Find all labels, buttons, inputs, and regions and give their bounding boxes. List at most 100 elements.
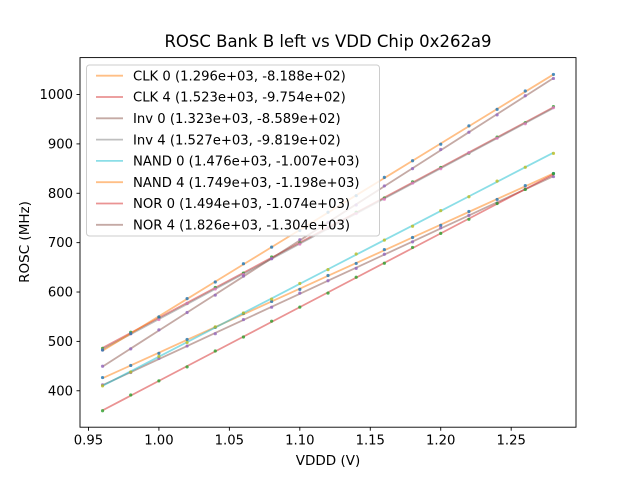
data-point <box>495 201 499 206</box>
data-point <box>439 142 443 146</box>
data-point <box>439 231 443 235</box>
data-point <box>495 197 499 202</box>
x-tick-label: 1.10 <box>285 434 314 449</box>
data-point <box>157 354 161 358</box>
data-point <box>467 130 471 134</box>
data-point <box>551 151 556 155</box>
data-point <box>298 242 302 246</box>
data-point <box>213 349 217 353</box>
data-point <box>213 293 217 297</box>
data-point <box>410 224 415 228</box>
data-point <box>410 235 415 240</box>
legend-label: CLK 0 (1.296e+03, -8.188e+02) <box>133 69 346 84</box>
data-point <box>270 299 274 304</box>
data-point <box>523 89 527 93</box>
y-axis-label: ROSC (MHz) <box>17 201 33 283</box>
data-point <box>410 159 415 163</box>
data-point <box>326 268 330 272</box>
x-tick-label: 0.95 <box>74 434 103 449</box>
data-point <box>467 195 471 199</box>
data-point <box>129 370 133 374</box>
data-point <box>467 150 471 155</box>
data-point <box>551 106 556 110</box>
y-tick-label: 500 <box>48 335 73 350</box>
data-point <box>382 197 386 201</box>
data-point <box>270 319 274 323</box>
data-point <box>100 364 105 368</box>
data-point <box>241 317 246 322</box>
data-point <box>551 72 556 77</box>
data-point <box>129 393 133 397</box>
data-point <box>129 363 133 368</box>
data-point <box>354 261 358 266</box>
x-tick-label: 1.15 <box>356 434 385 449</box>
data-point <box>213 325 217 329</box>
data-point <box>270 305 274 309</box>
data-point <box>326 273 330 278</box>
y-tick-label: 700 <box>48 236 73 251</box>
data-point <box>410 181 415 185</box>
data-point <box>185 337 189 342</box>
data-point <box>495 136 499 140</box>
data-point <box>298 238 302 242</box>
y-tick-label: 800 <box>48 187 73 202</box>
data-point <box>439 223 443 227</box>
data-point <box>213 280 217 284</box>
data-point <box>185 296 189 301</box>
data-point <box>213 332 217 336</box>
data-point <box>241 274 246 278</box>
legend-label: NAND 0 (1.476e+03, -1.007e+03) <box>133 155 360 170</box>
legend-box <box>86 64 380 237</box>
data-point <box>467 213 471 218</box>
y-tick-label: 400 <box>48 384 73 399</box>
series-nand-0 <box>100 151 556 388</box>
data-point <box>157 317 161 322</box>
data-point <box>495 107 499 111</box>
data-point <box>100 409 105 413</box>
y-tick-label: 600 <box>48 286 73 301</box>
data-point <box>439 167 443 171</box>
data-point <box>241 311 246 315</box>
data-point <box>523 122 527 126</box>
data-point <box>185 365 189 369</box>
x-tick-label: 1.20 <box>426 434 455 449</box>
data-point <box>157 351 161 355</box>
data-point <box>100 348 105 352</box>
data-point <box>100 384 105 388</box>
data-point <box>157 328 161 332</box>
data-point <box>382 252 386 256</box>
x-tick-label: 1.25 <box>496 434 525 449</box>
data-point <box>298 291 302 295</box>
data-point <box>157 315 161 319</box>
data-point <box>410 167 415 171</box>
data-point <box>523 165 527 169</box>
data-point <box>523 94 527 98</box>
data-point <box>382 175 386 179</box>
data-point <box>298 281 302 286</box>
data-point <box>213 287 217 291</box>
data-point <box>410 240 415 244</box>
legend-label: NOR 4 (1.826e+03, -1.304e+03) <box>133 219 350 234</box>
data-point <box>129 347 133 351</box>
data-point <box>495 113 499 117</box>
data-point <box>410 245 415 250</box>
legend-label: NAND 4 (1.749e+03, -1.198e+03) <box>133 176 360 191</box>
y-tick-label: 900 <box>48 138 73 153</box>
data-point <box>157 379 161 383</box>
data-point <box>129 331 133 336</box>
series-nor-0 <box>100 172 556 413</box>
data-point <box>298 305 302 309</box>
data-point <box>326 291 330 295</box>
data-point <box>354 275 358 279</box>
data-point <box>354 252 358 256</box>
data-point <box>354 266 358 270</box>
data-point <box>382 184 386 188</box>
data-point <box>439 226 443 230</box>
data-point <box>270 297 274 301</box>
legend-label: CLK 4 (1.523e+03, -9.754e+02) <box>133 91 346 106</box>
data-point <box>185 340 189 345</box>
data-point <box>382 247 386 252</box>
data-point <box>467 209 471 214</box>
